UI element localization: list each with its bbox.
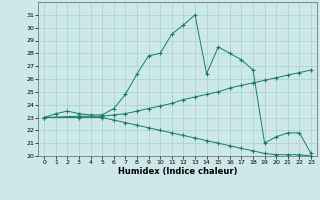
X-axis label: Humidex (Indice chaleur): Humidex (Indice chaleur) [118,167,237,176]
